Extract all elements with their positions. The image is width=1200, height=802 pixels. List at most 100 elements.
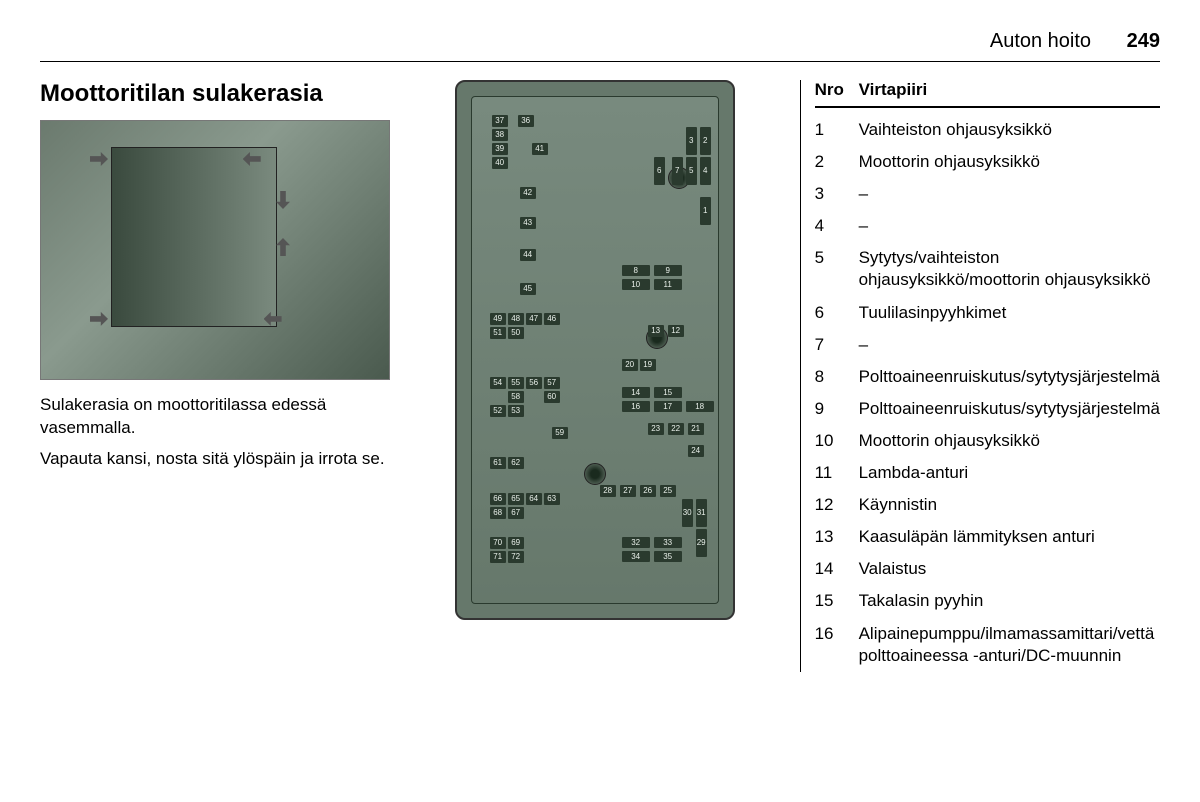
fuse-circuit: – (859, 334, 1160, 356)
table-header-virtapiiri: Virtapiiri (859, 80, 928, 100)
fuse-61: 61 (490, 457, 506, 469)
fuse-26: 26 (640, 485, 656, 497)
fuse-number: 15 (815, 590, 859, 612)
fuse-2: 2 (700, 127, 711, 155)
fuse-10: 10 (622, 279, 650, 290)
fuse-67: 67 (508, 507, 524, 519)
fuse-circuit: Moottorin ohjausyksikkö (859, 151, 1160, 173)
fuse-40: 40 (492, 157, 508, 169)
fuse-number: 10 (815, 430, 859, 452)
table-row: 7– (815, 329, 1160, 361)
chapter-title: Auton hoito (990, 30, 1091, 52)
fuse-circuit: Valaistus (859, 558, 1160, 580)
fuse-48: 48 (508, 313, 524, 325)
fuse-69: 69 (508, 537, 524, 549)
fuse-table: Nro Virtapiiri 1Vaihteiston ohjausyksikk… (800, 80, 1160, 672)
table-row: 11Lambda-anturi (815, 457, 1160, 489)
fuse-11: 11 (654, 279, 682, 290)
fuse-68: 68 (490, 507, 506, 519)
fuse-55: 55 (508, 377, 524, 389)
page-header: Auton hoito 249 (40, 30, 1160, 62)
table-row: 13Kaasuläpän lämmityksen anturi (815, 521, 1160, 553)
fuse-34: 34 (622, 551, 650, 562)
fuse-72: 72 (508, 551, 524, 563)
fuse-number: 3 (815, 183, 859, 205)
fuse-60: 60 (544, 391, 560, 403)
fuse-12: 12 (668, 325, 684, 337)
fuse-5: 5 (686, 157, 697, 185)
fuse-37: 37 (492, 115, 508, 127)
fuse-46: 46 (544, 313, 560, 325)
table-row: 4– (815, 210, 1160, 242)
fuse-circuit: Alipainepumppu/ilmamassamittari/vettä po… (859, 623, 1160, 667)
table-row: 15Takalasin pyyhin (815, 585, 1160, 617)
fuse-50: 50 (508, 327, 524, 339)
fuse-65: 65 (508, 493, 524, 505)
table-row: 2Moottorin ohjausyksikkö (815, 146, 1160, 178)
fuse-number: 2 (815, 151, 859, 173)
fuse-box-lid (111, 147, 278, 328)
table-row: 10Moottorin ohjausyksikkö (815, 425, 1160, 457)
table-row: 5Sytytys/vaihteiston ohjausyksikkö/moott… (815, 242, 1160, 296)
fuse-15: 15 (654, 387, 682, 398)
fuse-54: 54 (490, 377, 506, 389)
fuse-22: 22 (668, 423, 684, 435)
fuse-19: 19 (640, 359, 656, 371)
fuse-number: 8 (815, 366, 859, 388)
fuse-66: 66 (490, 493, 506, 505)
fuse-1: 1 (700, 197, 711, 225)
fuse-number: 4 (815, 215, 859, 237)
fuse-47: 47 (526, 313, 542, 325)
fuse-53: 53 (508, 405, 524, 417)
table-body: 1Vaihteiston ohjausyksikkö2Moottorin ohj… (815, 114, 1160, 672)
fuse-25: 25 (660, 485, 676, 497)
table-row: 1Vaihteiston ohjausyksikkö (815, 114, 1160, 146)
table-row: 12Käynnistin (815, 489, 1160, 521)
fuse-27: 27 (620, 485, 636, 497)
fuse-43: 43 (520, 217, 536, 229)
fuse-16: 16 (622, 401, 650, 412)
fuse-20: 20 (622, 359, 638, 371)
fuse-64: 64 (526, 493, 542, 505)
fuse-number: 7 (815, 334, 859, 356)
fuse-17: 17 (654, 401, 682, 412)
fuse-30: 30 (682, 499, 693, 527)
table-row: 8Polttoaineenruiskutus/sytytysjärjestelm… (815, 361, 1160, 393)
fuse-33: 33 (654, 537, 682, 548)
fuse-45: 45 (520, 283, 536, 295)
fuse-number: 6 (815, 302, 859, 324)
section-heading: Moottoritilan sulakerasia (40, 80, 390, 108)
fuse-24: 24 (688, 445, 704, 457)
table-header: Nro Virtapiiri (815, 80, 1160, 108)
table-row: 14Valaistus (815, 553, 1160, 585)
table-row: 3– (815, 178, 1160, 210)
table-row: 16Alipainepumppu/ilmamassamittari/vettä … (815, 618, 1160, 672)
paragraph-1: Sulakerasia on moottoritilassa edessä va… (40, 394, 390, 440)
fuse-51: 51 (490, 327, 506, 339)
fuse-62: 62 (508, 457, 524, 469)
fuse-circuit: Lambda-anturi (859, 462, 1160, 484)
left-column: Moottoritilan sulakerasia Sulakerasia on… (40, 80, 390, 672)
fuse-38: 38 (492, 129, 508, 141)
fuse-circuit: Polttoaineenruiskutus/sytytysjärjestelmä (859, 366, 1160, 388)
fuse-circuit: Tuulilasinpyyhkimet (859, 302, 1160, 324)
fuse-36: 36 (518, 115, 534, 127)
fuse-circuit: Vaihteiston ohjausyksikkö (859, 119, 1160, 141)
fuse-box-diagram: 3736383940414243444549484746515054555657… (455, 80, 735, 620)
fuse-circuit: – (859, 183, 1160, 205)
fuse-circuit: Polttoaineenruiskutus/sytytysjärjestelmä (859, 398, 1160, 420)
fuse-56: 56 (526, 377, 542, 389)
fuse-circuit: Käynnistin (859, 494, 1160, 516)
fuse-39: 39 (492, 143, 508, 155)
fuse-number: 16 (815, 623, 859, 645)
fuse-49: 49 (490, 313, 506, 325)
middle-column: 3736383940414243444549484746515054555657… (420, 80, 770, 672)
fuse-circuit: Takalasin pyyhin (859, 590, 1160, 612)
table-header-nro: Nro (815, 80, 859, 100)
fuse-59: 59 (552, 427, 568, 439)
fuse-circuit: – (859, 215, 1160, 237)
fuse-number: 9 (815, 398, 859, 420)
fuse-28: 28 (600, 485, 616, 497)
fuse-number: 11 (815, 462, 859, 484)
fuse-7: 7 (672, 157, 683, 185)
